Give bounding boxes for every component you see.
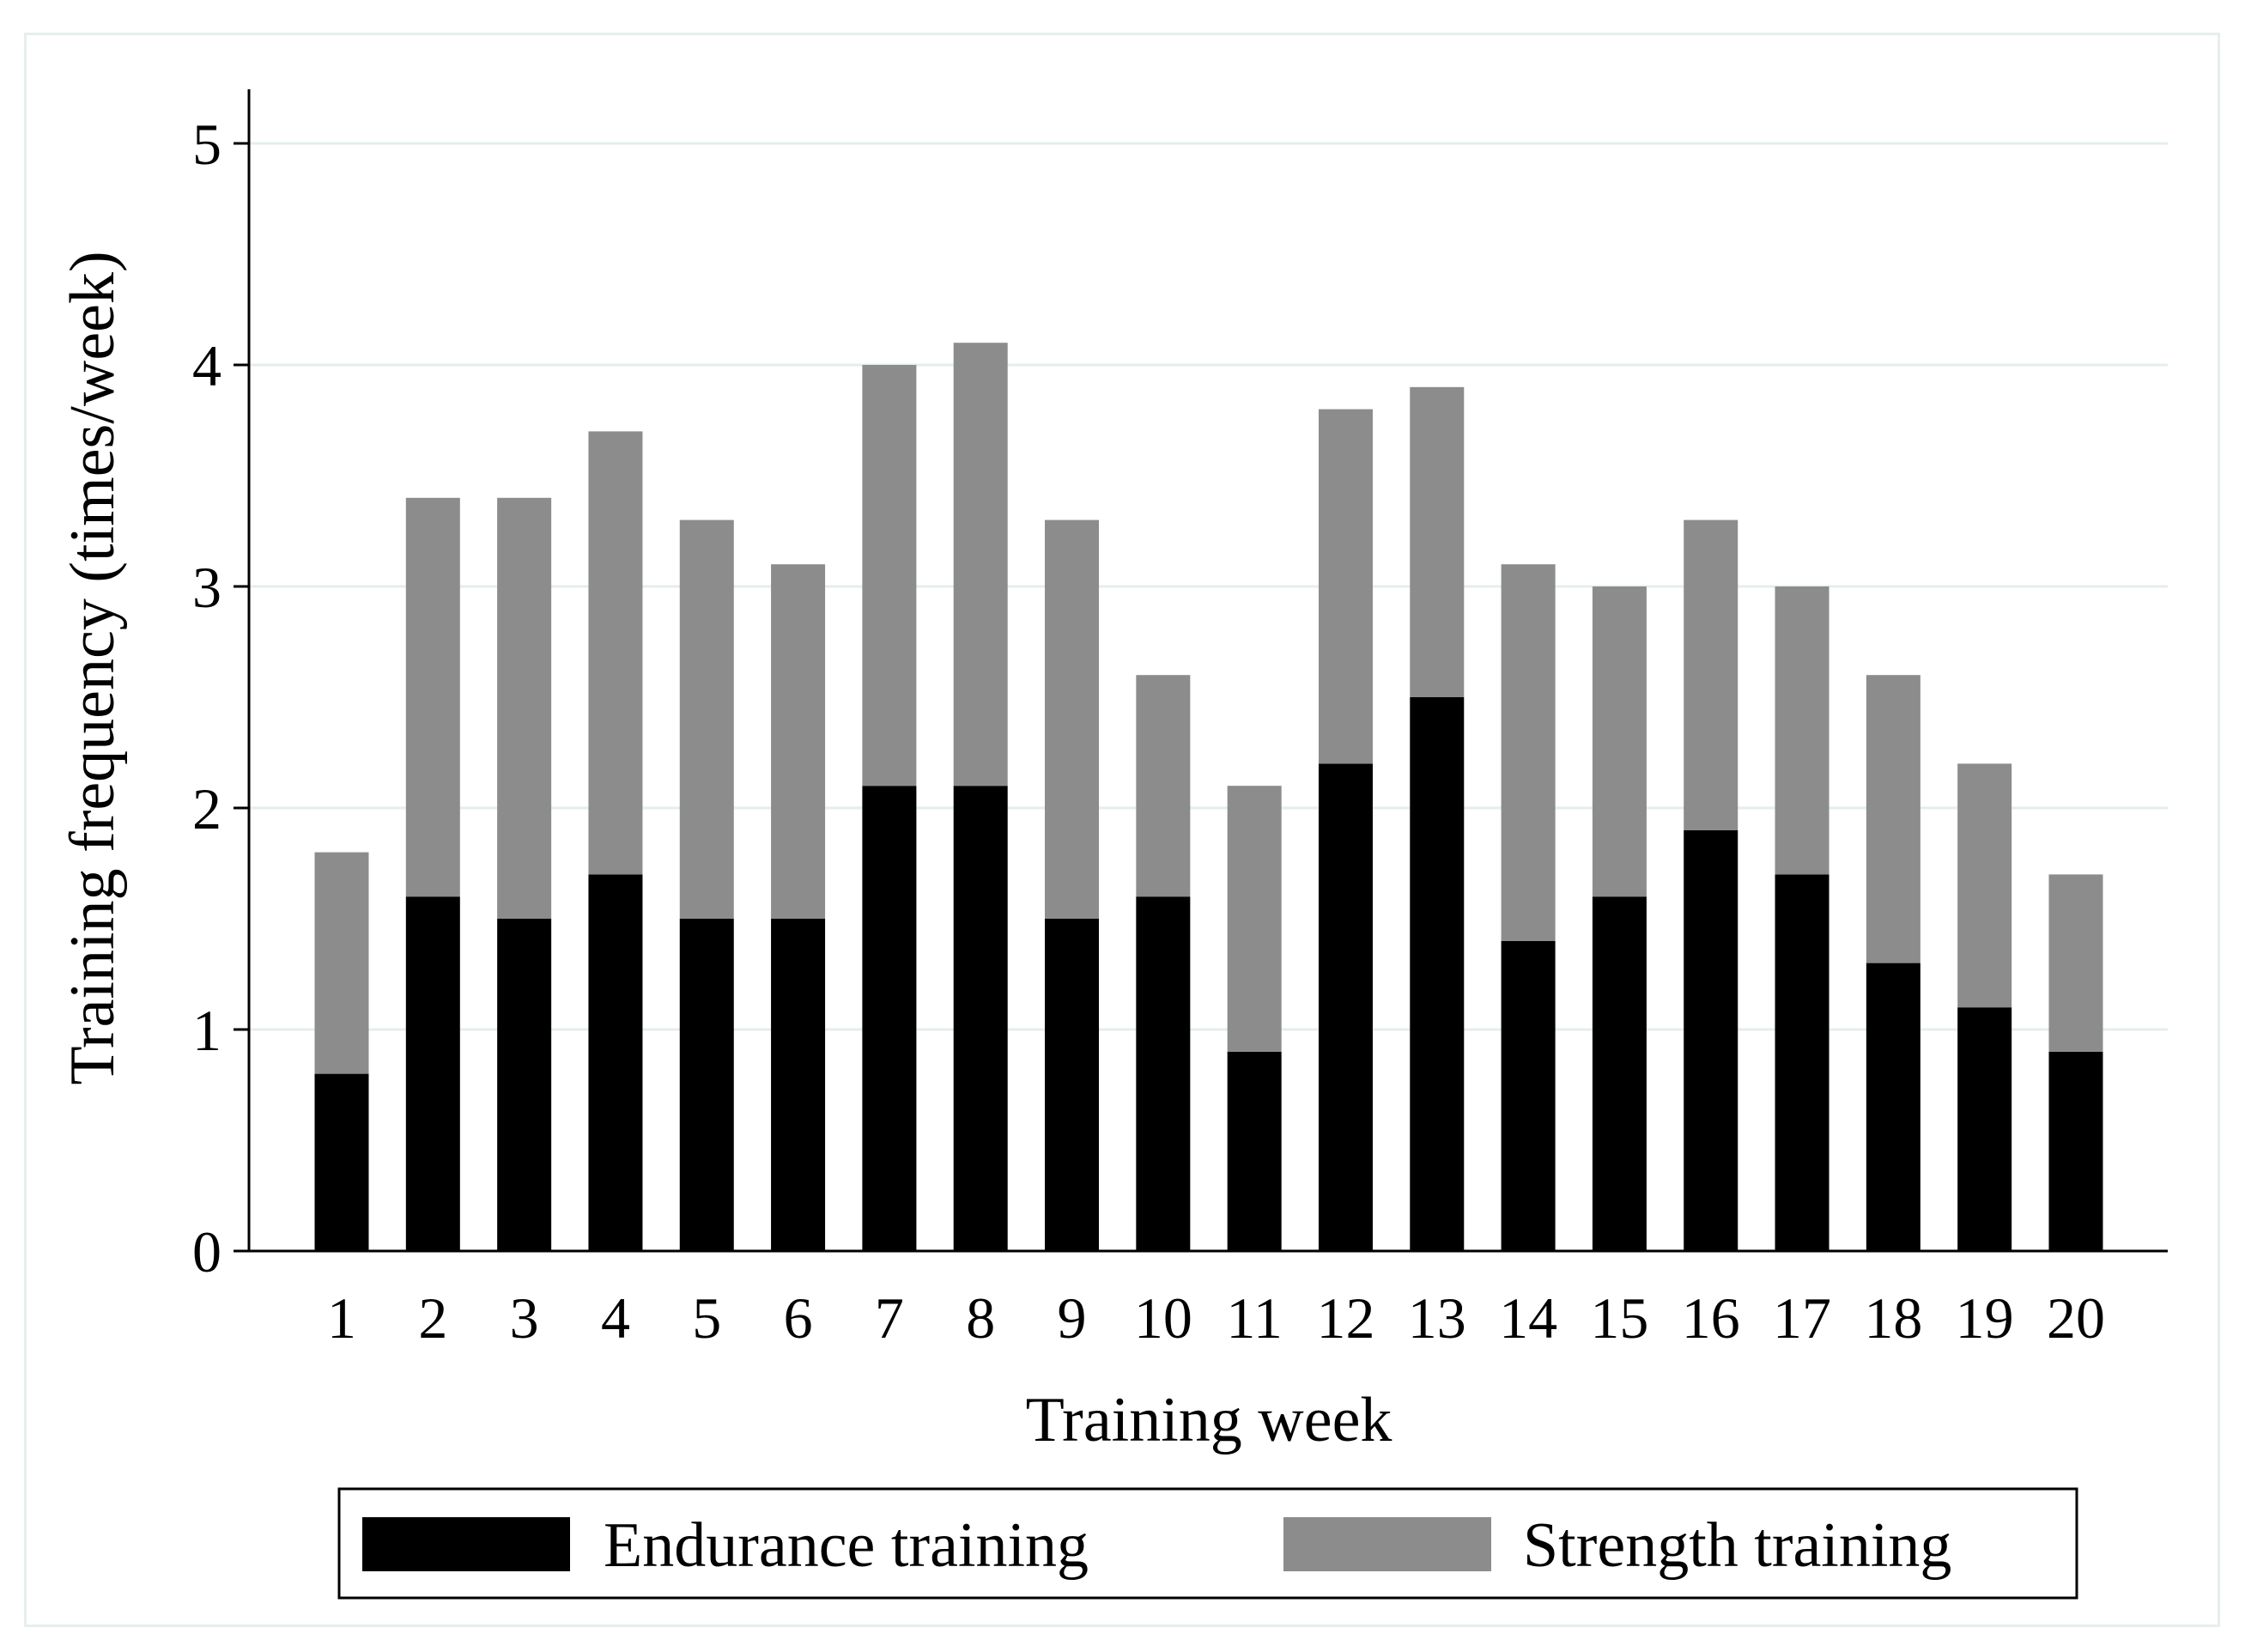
legend-swatch-endurance: [362, 1517, 570, 1571]
bar-endurance-week-16: [1684, 829, 1738, 1251]
bars: [314, 343, 2103, 1251]
chart-frame: [24, 33, 2220, 1627]
legend-label-strength: Strength training: [1523, 1510, 1951, 1581]
bar-endurance-week-3: [497, 919, 552, 1251]
bar-endurance-week-19: [1957, 1007, 2012, 1251]
x-tick-label: 13: [1408, 1285, 1466, 1351]
bar-strength-week-15: [1592, 586, 1647, 897]
bar-strength-week-4: [588, 431, 643, 875]
x-tick-label: 16: [1682, 1285, 1740, 1351]
x-tick-label: 11: [1226, 1285, 1282, 1351]
bar-strength-week-8: [953, 343, 1008, 787]
bar-endurance-week-12: [1318, 763, 1373, 1251]
bar-strength-week-20: [2048, 874, 2103, 1052]
x-tick-label: 6: [784, 1285, 813, 1351]
bar-endurance-week-18: [1866, 963, 1920, 1251]
x-tick-label: 15: [1590, 1285, 1648, 1351]
x-tick-label: 3: [510, 1285, 539, 1351]
bar-endurance-week-15: [1592, 896, 1647, 1251]
bar-endurance-week-6: [771, 919, 826, 1251]
bar-strength-week-19: [1957, 763, 2012, 1008]
legend-box: [337, 1487, 2078, 1600]
bar-endurance-week-10: [1136, 896, 1191, 1251]
x-ticks: 1 2 3 4 5 6 7 8 9 10 11 12 13 14 15 16 17 18 19 20: [327, 1285, 2105, 1351]
bar-endurance-week-8: [953, 786, 1008, 1251]
bar-strength-week-13: [1410, 386, 1465, 697]
legend-swatch-strength: [1283, 1517, 1491, 1571]
y-ticks: 0 1 2 3 4 5: [192, 112, 249, 1285]
x-tick-label: 17: [1773, 1285, 1831, 1351]
bar-strength-week-12: [1318, 409, 1373, 764]
x-tick-label: 8: [966, 1285, 995, 1351]
x-tick-label: 20: [2047, 1285, 2105, 1351]
x-tick-label: 5: [692, 1285, 721, 1351]
legend-label-endurance: Endurance training: [604, 1510, 1089, 1581]
bar-strength-week-16: [1684, 519, 1738, 830]
gridlines: [249, 142, 2168, 1031]
bar-strength-week-7: [862, 365, 917, 787]
x-tick-label: 2: [418, 1285, 447, 1351]
bar-endurance-week-1: [314, 1073, 369, 1251]
bar-strength-week-17: [1775, 586, 1829, 875]
bar-endurance-week-9: [1045, 919, 1100, 1251]
bar-strength-week-2: [405, 497, 460, 897]
bar-endurance-week-17: [1775, 874, 1829, 1251]
bar-strength-week-3: [497, 497, 552, 919]
bar-endurance-week-5: [679, 919, 734, 1251]
x-tick-label: 9: [1058, 1285, 1087, 1351]
x-tick-label: 14: [1499, 1285, 1557, 1351]
y-tick-label: 0: [192, 1219, 221, 1285]
bar-endurance-week-14: [1501, 940, 1556, 1251]
bar-strength-week-9: [1045, 519, 1100, 919]
bar-strength-week-1: [314, 852, 369, 1074]
bar-endurance-week-11: [1227, 1051, 1282, 1251]
y-tick-label: 2: [192, 776, 221, 841]
y-tick-label: 5: [192, 112, 221, 177]
x-tick-label: 4: [601, 1285, 630, 1351]
x-tick-label: 19: [1956, 1285, 2014, 1351]
x-axis-title: Training week: [1026, 1385, 1393, 1455]
legend: Endurance training Strength training: [337, 1487, 2078, 1600]
y-tick-label: 4: [192, 333, 221, 398]
y-tick-label: 3: [192, 555, 221, 620]
axes: [247, 89, 2168, 1253]
bar-strength-week-6: [771, 564, 826, 919]
x-tick-label: 10: [1134, 1285, 1192, 1351]
bar-endurance-week-20: [2048, 1051, 2103, 1251]
bar-strength-week-18: [1866, 675, 1920, 963]
y-tick-label: 1: [192, 998, 221, 1063]
y-axis-title: Training frequency (times/week): [58, 251, 128, 1084]
x-tick-label: 18: [1864, 1285, 1922, 1351]
bar-endurance-week-2: [405, 896, 460, 1251]
bar-endurance-week-4: [588, 874, 643, 1251]
bar-endurance-week-13: [1410, 697, 1465, 1251]
bar-strength-week-10: [1136, 675, 1191, 897]
x-tick-label: 1: [327, 1285, 356, 1351]
x-tick-label: 12: [1316, 1285, 1374, 1351]
x-tick-label: 7: [875, 1285, 904, 1351]
bar-strength-week-14: [1501, 564, 1556, 941]
bar-strength-week-11: [1227, 786, 1282, 1052]
bar-endurance-week-7: [862, 786, 917, 1251]
bar-strength-week-5: [679, 519, 734, 919]
